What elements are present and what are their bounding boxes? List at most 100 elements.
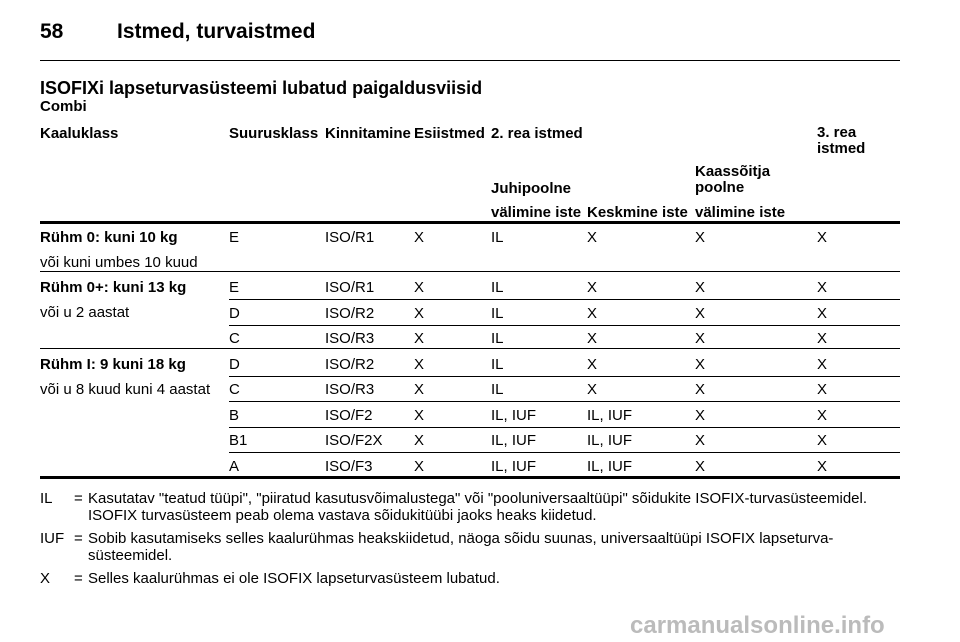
section-title: ISOFIXi lapseturvasüsteemi lubatud paiga… — [40, 78, 483, 98]
cell: X — [695, 279, 706, 296]
cell: ISO/R2 — [325, 304, 375, 322]
cell: ISO/R3 — [325, 330, 375, 347]
group-sublabel: või kuni umbes 10 kuud — [40, 254, 198, 271]
cell: ISO/F2X — [325, 432, 383, 449]
cell: ISO/R1 — [325, 229, 375, 246]
row-rule — [229, 324, 900, 326]
cell: X — [587, 229, 598, 246]
cell: B1 — [229, 432, 248, 449]
cell: X — [414, 355, 425, 373]
row-rule — [229, 401, 900, 402]
cell: X — [817, 330, 828, 347]
cell: ISO/F3 — [325, 457, 373, 475]
note-key: IUF — [40, 530, 65, 547]
watermark: carmanualsonline.info — [630, 612, 885, 639]
row-rule — [229, 299, 900, 300]
col-header: Kaassõitja poolne — [695, 163, 771, 196]
cell: X — [817, 381, 828, 398]
cell: IL — [491, 304, 504, 322]
cell: X — [817, 406, 828, 424]
note-key: IL — [40, 490, 53, 507]
cell: D — [229, 304, 240, 322]
section-subtitle: Combi — [40, 98, 87, 115]
note-sep: = — [74, 490, 83, 507]
cell: IL, IUF — [587, 457, 633, 475]
cell: X — [587, 355, 598, 373]
row-rule — [229, 426, 900, 428]
cell: X — [695, 229, 706, 246]
cell: X — [695, 330, 706, 347]
cell: IL — [491, 229, 504, 246]
cell: E — [229, 229, 240, 246]
cell: X — [414, 432, 425, 449]
cell: D — [229, 355, 240, 373]
cell: IL, IUF — [587, 432, 633, 449]
cell: X — [414, 457, 425, 475]
group-rule — [40, 271, 900, 272]
col-header: Suurusklass — [229, 125, 319, 142]
cell: B — [229, 406, 240, 424]
cell: IL, IUF — [587, 406, 633, 424]
cell: X — [414, 279, 425, 296]
cell: X — [414, 381, 425, 398]
col-header: välimine iste — [695, 204, 786, 221]
group-sublabel: või u 8 kuud kuni 4 aastat — [40, 380, 211, 398]
note-sep: = — [74, 570, 83, 587]
rule — [40, 221, 900, 224]
cell: IL — [491, 279, 504, 296]
cell: IL — [491, 355, 504, 373]
page-title: Istmed, turvaistmed — [117, 20, 316, 43]
cell: X — [414, 406, 425, 424]
note-text: Kasutatav "teatud tüüpi", "piiratud kasu… — [88, 490, 868, 524]
group-rule — [40, 476, 900, 479]
cell: A — [229, 457, 240, 475]
page-number: 58 — [40, 20, 64, 43]
cell: X — [587, 330, 598, 347]
group-sublabel: või u 2 aastat — [40, 304, 130, 321]
cell: IL, IUF — [491, 432, 537, 449]
group-label: Rühm 0: kuni 10 kg — [40, 229, 178, 246]
col-header: välimine iste — [491, 204, 582, 221]
cell: X — [587, 304, 598, 322]
cell: X — [695, 432, 706, 449]
cell: ISO/F2 — [325, 406, 373, 424]
note-text: Sobib kasutamiseks selles kaalurühmas he… — [88, 530, 834, 564]
cell: X — [817, 304, 828, 322]
cell: IL — [491, 381, 504, 398]
cell: ISO/R2 — [325, 355, 375, 373]
cell: X — [817, 229, 828, 246]
cell: C — [229, 330, 240, 347]
col-header: 3. rea istmed — [817, 124, 866, 157]
group-label: Rühm I: 9 kuni 18 kg — [40, 355, 186, 373]
cell: X — [695, 381, 706, 398]
cell: IL, IUF — [491, 406, 537, 424]
col-header: Esiistmed — [414, 125, 485, 142]
cell: X — [414, 330, 425, 347]
col-header: 2. rea istmed — [491, 125, 583, 142]
cell: IL — [491, 330, 504, 347]
cell: E — [229, 279, 240, 296]
note-text: Selles kaalurühmas ei ole ISOFIX lapsetu… — [88, 570, 500, 587]
cell: X — [817, 279, 828, 296]
col-header: Kinnitamine — [325, 125, 411, 142]
cell: ISO/R3 — [325, 381, 375, 398]
col-header: Keskmine iste — [587, 204, 688, 221]
cell: X — [414, 229, 425, 246]
cell: X — [817, 457, 828, 475]
cell: X — [587, 279, 598, 296]
cell: IL, IUF — [491, 457, 537, 475]
rule — [40, 60, 900, 61]
col-header: Juhipoolne — [491, 180, 571, 197]
col-header: Kaaluklass — [40, 125, 119, 142]
cell: X — [414, 304, 425, 322]
cell: C — [229, 381, 240, 398]
group-rule — [40, 347, 900, 349]
cell: X — [695, 406, 706, 424]
cell: X — [695, 304, 706, 322]
cell: X — [817, 355, 828, 373]
cell: X — [587, 381, 598, 398]
cell: X — [817, 432, 828, 449]
cell: X — [695, 355, 706, 373]
cell: X — [695, 457, 706, 475]
